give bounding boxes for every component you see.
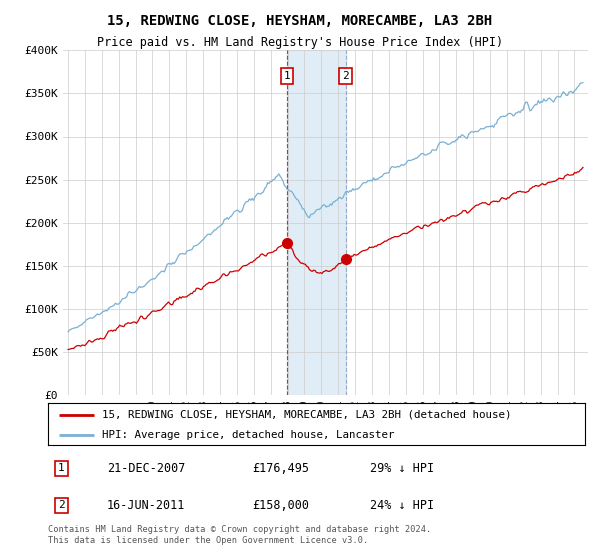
Text: 24% ↓ HPI: 24% ↓ HPI — [370, 499, 434, 512]
Text: 1: 1 — [284, 71, 290, 81]
Text: 1: 1 — [58, 463, 65, 473]
Text: Contains HM Land Registry data © Crown copyright and database right 2024.
This d: Contains HM Land Registry data © Crown c… — [48, 525, 431, 545]
Text: 15, REDWING CLOSE, HEYSHAM, MORECAMBE, LA3 2BH (detached house): 15, REDWING CLOSE, HEYSHAM, MORECAMBE, L… — [102, 409, 511, 419]
Text: 29% ↓ HPI: 29% ↓ HPI — [370, 462, 434, 475]
Text: Price paid vs. HM Land Registry's House Price Index (HPI): Price paid vs. HM Land Registry's House … — [97, 36, 503, 49]
Text: 2: 2 — [343, 71, 349, 81]
Text: 21-DEC-2007: 21-DEC-2007 — [107, 462, 185, 475]
Text: £158,000: £158,000 — [252, 499, 309, 512]
Text: 16-JUN-2011: 16-JUN-2011 — [107, 499, 185, 512]
Text: HPI: Average price, detached house, Lancaster: HPI: Average price, detached house, Lanc… — [102, 430, 394, 440]
Text: 15, REDWING CLOSE, HEYSHAM, MORECAMBE, LA3 2BH: 15, REDWING CLOSE, HEYSHAM, MORECAMBE, L… — [107, 14, 493, 28]
Text: 2: 2 — [58, 501, 65, 510]
Bar — [287, 50, 346, 395]
Text: £176,495: £176,495 — [252, 462, 309, 475]
